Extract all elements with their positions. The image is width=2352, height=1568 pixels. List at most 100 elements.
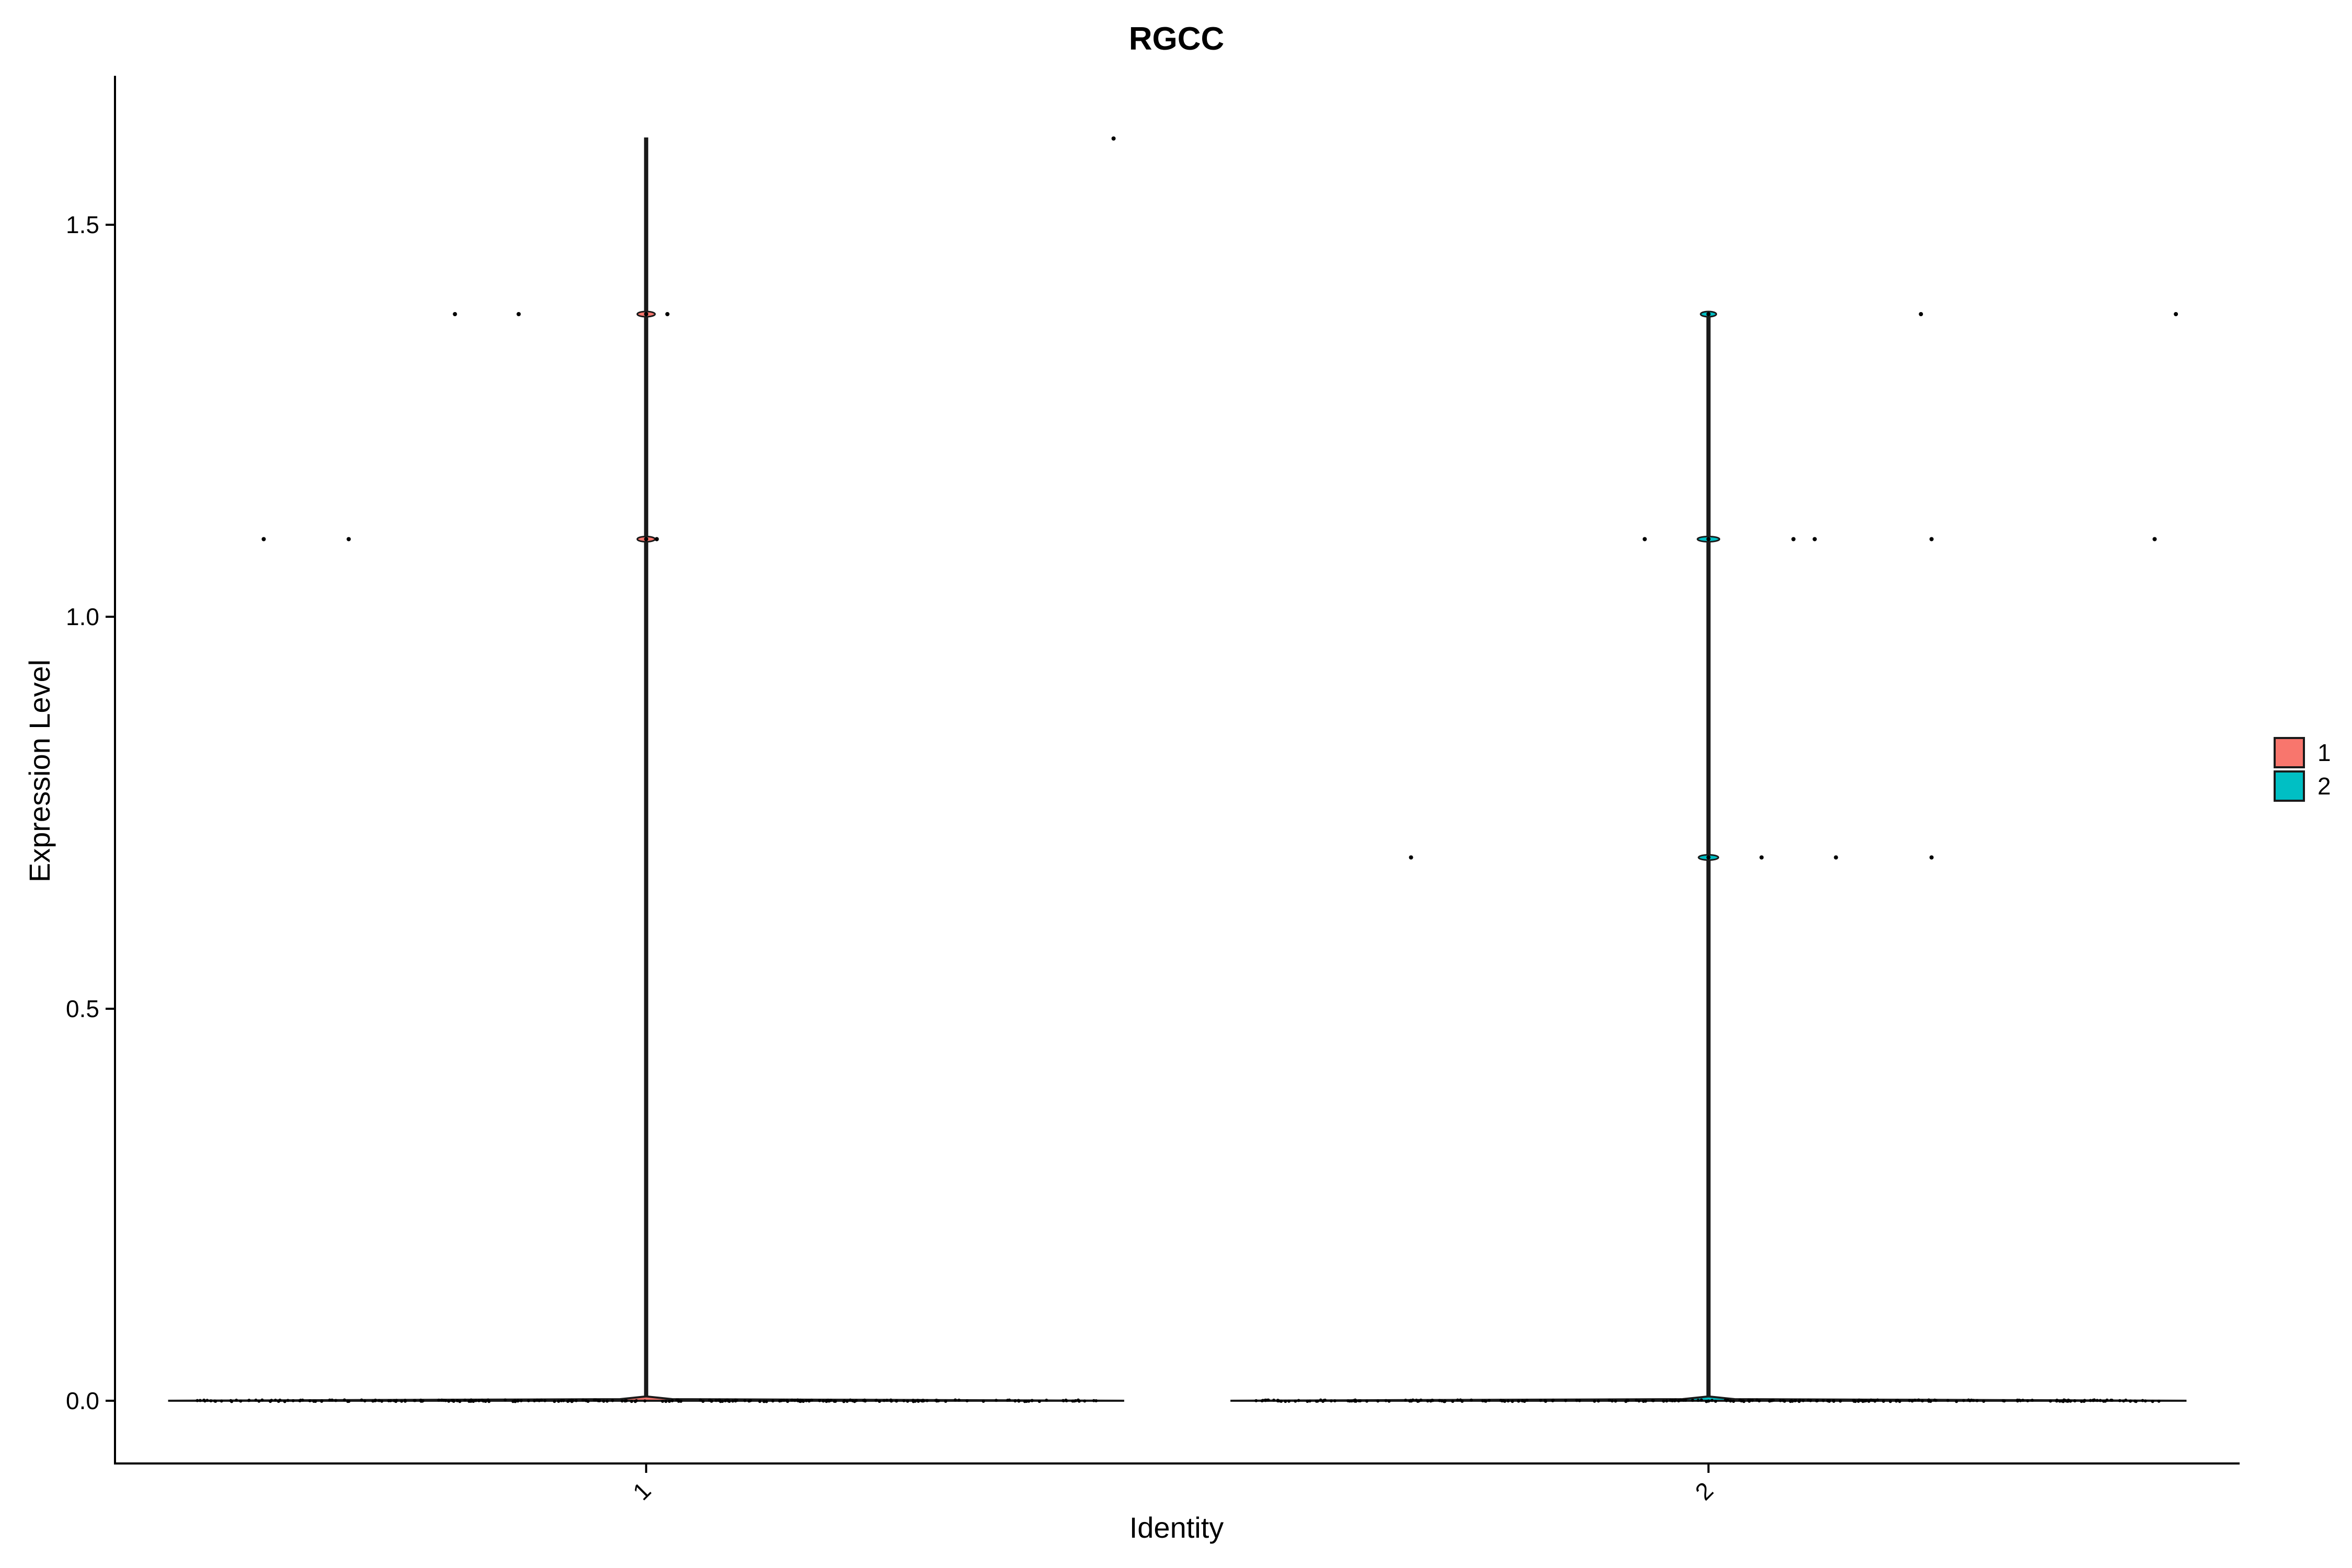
data-point	[1955, 1400, 1958, 1403]
data-point	[235, 1398, 238, 1402]
data-point	[260, 1398, 264, 1402]
data-point	[1670, 1399, 1674, 1403]
data-point	[1793, 1399, 1797, 1402]
data-point	[1308, 1399, 1312, 1403]
data-point	[1706, 537, 1711, 541]
data-point	[1333, 1399, 1336, 1403]
data-point	[1330, 1399, 1333, 1403]
data-point	[1062, 1399, 1065, 1403]
data-point	[412, 1399, 416, 1402]
data-point	[202, 1398, 206, 1402]
data-point	[1962, 1399, 1966, 1402]
data-point	[400, 1399, 403, 1403]
data-point	[1470, 1398, 1473, 1402]
data-point	[827, 1399, 831, 1403]
data-point	[566, 1400, 570, 1403]
data-point	[1488, 1399, 1491, 1402]
data-point	[1706, 312, 1711, 316]
data-point	[2058, 1399, 2061, 1403]
data-point	[513, 1400, 517, 1403]
data-point	[671, 1399, 674, 1403]
data-point	[1266, 1398, 1270, 1402]
data-point	[1929, 855, 1934, 860]
data-point	[437, 1398, 441, 1402]
data-point	[620, 1399, 624, 1403]
data-point	[1700, 1398, 1703, 1402]
data-point	[807, 1399, 811, 1402]
data-point	[1613, 1399, 1617, 1403]
data-point	[762, 1400, 766, 1403]
y-tick-label: 1.5	[66, 211, 99, 238]
data-point	[1411, 1398, 1415, 1402]
data-point	[2063, 1399, 2067, 1402]
data-point	[1813, 537, 1817, 541]
data-point	[468, 1399, 472, 1403]
data-point	[1665, 1399, 1668, 1403]
legend-label-2: 2	[2318, 773, 2331, 800]
data-point	[782, 1399, 786, 1402]
data-point	[1913, 1398, 1917, 1402]
data-point	[1839, 1399, 1842, 1403]
data-point	[1908, 1399, 1911, 1402]
data-point	[474, 1399, 478, 1402]
violin-group-1	[168, 136, 1124, 1403]
data-point	[902, 1399, 906, 1402]
data-point	[1821, 1399, 1825, 1402]
data-point	[1895, 1399, 1898, 1402]
legend-key-2	[2274, 770, 2305, 802]
data-point	[230, 1400, 234, 1403]
data-point	[254, 1398, 258, 1402]
data-point	[661, 1399, 664, 1403]
data-point	[667, 1400, 671, 1403]
data-point	[1919, 312, 1923, 316]
data-point	[198, 1399, 202, 1402]
data-point	[1732, 1400, 1735, 1403]
data-point	[1523, 1400, 1526, 1403]
data-point	[644, 312, 649, 316]
data-point	[440, 1398, 444, 1402]
chart-title: RGCC	[1129, 21, 1225, 57]
data-point	[793, 1399, 797, 1402]
data-point	[734, 1398, 737, 1402]
zero-points-cloud-1	[195, 1398, 1098, 1403]
data-point	[261, 537, 266, 541]
data-point	[2021, 1399, 2025, 1402]
data-point	[380, 1399, 384, 1403]
data-point	[447, 1399, 451, 1403]
data-point	[1376, 1399, 1380, 1403]
data-point	[1684, 1399, 1687, 1402]
data-point	[330, 1398, 334, 1402]
data-point	[1789, 1399, 1792, 1403]
data-point	[721, 1400, 724, 1403]
data-point	[1759, 855, 1764, 860]
data-point	[374, 1398, 377, 1402]
data-point	[1710, 1399, 1714, 1402]
data-point	[220, 1399, 223, 1403]
data-point	[1481, 1399, 1484, 1403]
data-point	[1456, 1398, 1459, 1402]
data-point	[723, 1399, 727, 1403]
data-point	[878, 1400, 881, 1403]
data-point	[596, 1399, 600, 1402]
data-point	[1747, 1399, 1750, 1402]
data-point	[1642, 537, 1647, 541]
data-point	[1876, 1398, 1880, 1402]
data-point	[748, 1399, 752, 1402]
data-point	[1279, 1400, 1283, 1403]
data-point	[371, 1399, 375, 1403]
data-point	[1506, 1399, 1510, 1403]
data-point	[209, 1399, 213, 1403]
data-point	[889, 1398, 893, 1402]
data-point	[2102, 1399, 2105, 1403]
data-point	[2105, 1398, 2109, 1402]
data-point	[2151, 1400, 2154, 1403]
data-point	[912, 1399, 915, 1402]
data-point	[451, 1399, 455, 1402]
data-point	[944, 1399, 948, 1403]
data-point	[2019, 1399, 2022, 1402]
data-point	[743, 1399, 747, 1402]
data-point	[664, 1400, 668, 1403]
data-point	[2134, 1400, 2138, 1403]
data-point	[298, 1398, 302, 1402]
